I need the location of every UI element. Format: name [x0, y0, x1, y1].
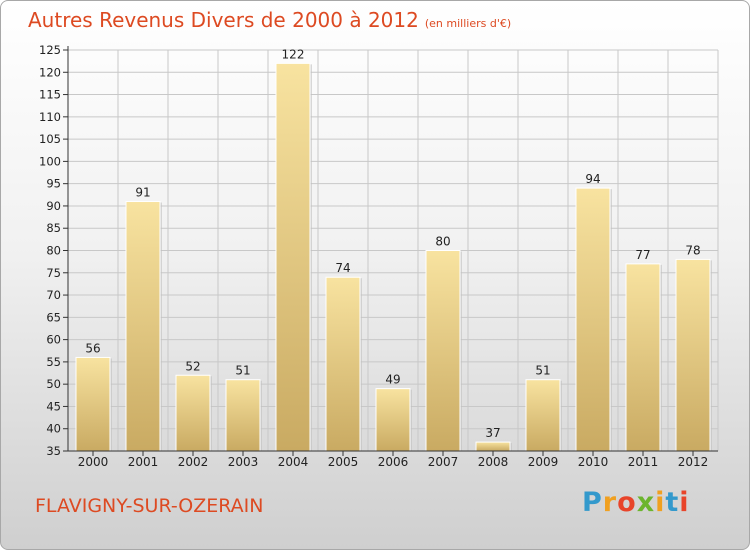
data-label: 77 [635, 248, 650, 262]
data-label: 51 [235, 364, 250, 378]
x-tick-label: 2003 [228, 455, 259, 469]
logo-letter: r [602, 487, 618, 518]
y-tick-label: 100 [39, 154, 61, 168]
bar-2000[interactable] [75, 356, 111, 452]
data-label: 56 [85, 341, 100, 355]
data-labels: 56 91 52 51 122 74 49 80 37 51 94 77 78 [85, 47, 700, 440]
x-tick-label: 2004 [278, 455, 309, 469]
commune-name: FLAVIGNY-SUR-OZERAIN [35, 495, 264, 517]
y-tick-label: 105 [39, 132, 61, 146]
y-tick-label: 75 [46, 266, 61, 280]
bars [75, 62, 712, 452]
logo-letter: i [679, 487, 690, 518]
bar-2004[interactable] [275, 62, 311, 452]
bar-2009[interactable] [525, 379, 561, 452]
y-tick-label: 125 [39, 43, 61, 57]
data-label: 74 [335, 261, 350, 275]
y-tick-label: 60 [46, 333, 61, 347]
bar-2003[interactable] [225, 379, 261, 452]
data-label: 80 [435, 235, 450, 249]
logo-letter: i [655, 487, 666, 518]
y-tick-label: 70 [46, 288, 61, 302]
y-tick-label: 55 [46, 355, 61, 369]
bar-2010[interactable] [575, 187, 611, 452]
x-tick-label: 2011 [628, 455, 659, 469]
x-tick-label: 2005 [328, 455, 359, 469]
bar-2005[interactable] [325, 276, 361, 452]
x-tick-label: 2006 [378, 455, 409, 469]
y-tick-label: 115 [39, 88, 61, 102]
bar-2001[interactable] [125, 200, 161, 452]
y-tick-label: 65 [46, 310, 61, 324]
logo-letter: t [665, 487, 680, 518]
x-tick-label: 2000 [78, 455, 109, 469]
data-label: 51 [535, 364, 550, 378]
bar-2002[interactable] [175, 374, 211, 452]
data-label: 78 [685, 243, 700, 257]
x-tick-label: 2010 [578, 455, 609, 469]
x-tick-label: 2008 [478, 455, 509, 469]
logo-letter: x [636, 487, 656, 518]
x-tick-label: 2001 [128, 455, 159, 469]
x-tick-label: 2007 [428, 455, 459, 469]
logo-letter: P [582, 487, 603, 518]
bar-2011[interactable] [625, 263, 661, 452]
bar-2006[interactable] [375, 388, 411, 452]
chart-title-text: Autres Revenus Divers de 2000 à 2012 [28, 8, 419, 32]
x-tick-label: 2002 [178, 455, 209, 469]
x-tick-label: 2012 [678, 455, 709, 469]
data-label: 94 [585, 172, 600, 186]
y-tick-label: 35 [46, 444, 61, 458]
y-tick-label: 95 [46, 177, 61, 191]
y-tick-label: 50 [46, 377, 61, 391]
y-tick-label: 45 [46, 399, 61, 413]
data-label: 37 [485, 426, 500, 440]
data-label: 49 [385, 373, 400, 387]
bar-2008[interactable] [475, 441, 511, 452]
logo-letter: o [617, 487, 637, 518]
y-tick-label: 40 [46, 422, 61, 436]
bar-2007[interactable] [425, 250, 461, 452]
proxiti-logo[interactable]: Proxiti [582, 487, 690, 518]
y-tick-label: 120 [39, 65, 61, 79]
y-tick-label: 110 [39, 110, 61, 124]
data-label: 52 [185, 359, 200, 373]
y-tick-label: 80 [46, 244, 61, 258]
y-tick-label: 90 [46, 199, 61, 213]
y-tick-label: 85 [46, 221, 61, 235]
data-label: 91 [135, 185, 150, 199]
data-label: 122 [282, 47, 305, 61]
axes: 35 40 45 50 55 60 65 70 75 80 85 90 95 100 105 110 115 12… [39, 43, 718, 469]
x-tick-label: 2009 [528, 455, 559, 469]
chart-subtitle: (en milliers d'€) [424, 17, 512, 30]
bar-2012[interactable] [675, 258, 711, 452]
chart-title: Autres Revenus Divers de 2000 à 2012 (en … [28, 8, 511, 32]
